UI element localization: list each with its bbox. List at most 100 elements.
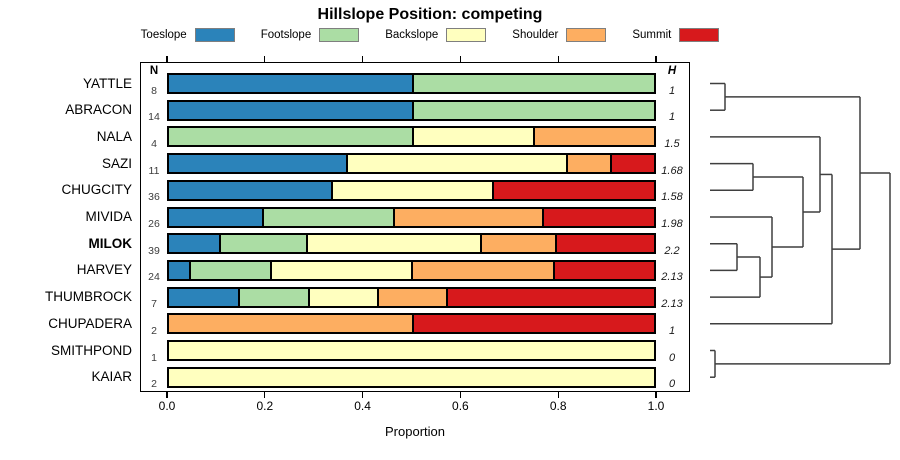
top-axis-tick	[459, 56, 461, 62]
row-n-value: 26	[148, 218, 160, 230]
stacked-bar-chugcity	[167, 179, 656, 201]
row-h-value: 1.58	[661, 191, 683, 204]
bar-segment-summit	[553, 261, 654, 279]
x-tick-label: 0.8	[549, 399, 567, 413]
bottom-axis-tick	[362, 392, 364, 398]
stacked-bar-nala	[167, 126, 656, 148]
bar-segment-footslope	[218, 235, 306, 253]
bar-segment-summit	[609, 155, 654, 173]
row-h-value: 0	[668, 351, 676, 364]
legend-swatch-shoulder	[566, 28, 607, 42]
bar-segment-backslope	[169, 342, 654, 359]
row-h-value: 1.98	[661, 218, 683, 230]
legend-swatch-summit	[679, 28, 720, 42]
legend-label: Shoulder	[512, 29, 559, 41]
bar-segment-summit	[445, 288, 654, 306]
bar-segment-toeslope	[169, 75, 412, 92]
bar-segment-toeslope	[169, 181, 331, 199]
bottom-axis-tick	[459, 392, 461, 398]
stacked-bar-yattle	[167, 73, 656, 94]
stacked-bar-mivida	[167, 206, 656, 228]
bar-segment-shoulder	[377, 288, 446, 306]
bar-segment-footslope	[238, 288, 308, 306]
legend-label: Footslope	[260, 29, 312, 41]
legend-item-toeslope: Toeslope	[141, 28, 235, 42]
row-h-value: 1.68	[661, 164, 683, 177]
bar-segment-shoulder	[565, 155, 610, 173]
bar-segment-footslope	[262, 208, 393, 226]
bar-segment-summit	[541, 208, 654, 226]
bar-segment-backslope	[169, 368, 654, 386]
legend-item-shoulder: Shoulder	[512, 28, 607, 42]
bar-segment-shoulder	[411, 261, 554, 279]
bar-segment-footslope	[189, 261, 270, 279]
chart-title: Hillslope Position: competing	[317, 6, 543, 23]
top-axis-tick	[557, 56, 559, 62]
row-label-thumbrock: THUMBROCK	[45, 289, 132, 305]
legend-swatch-toeslope	[194, 28, 235, 42]
legend-label: Backslope	[385, 29, 439, 41]
bar-segment-footslope	[411, 75, 654, 92]
bar-segment-toeslope	[169, 208, 263, 226]
row-label-milok: MILOK	[88, 235, 133, 251]
bottom-axis-tick	[264, 392, 266, 398]
bar-segment-summit	[492, 181, 654, 199]
top-axis-tick	[166, 56, 168, 62]
row-label-smithpond: SMITHPOND	[51, 342, 132, 358]
bar-segment-summit	[411, 315, 654, 333]
bar-segment-shoulder	[479, 235, 555, 253]
bar-segment-toeslope	[169, 101, 412, 119]
bar-segment-toeslope	[169, 155, 346, 173]
row-n-value: 11	[148, 164, 160, 177]
x-axis-title: Proportion	[385, 424, 445, 439]
row-label-mivida: MIVIDA	[85, 209, 132, 224]
row-h-value: 1	[668, 324, 676, 337]
row-n-value: 39	[148, 244, 160, 257]
legend: Toeslope Footslope Backslope Shoulder Summit	[0, 28, 860, 42]
legend-swatch-footslope	[319, 28, 360, 42]
legend-label: Summit	[632, 29, 672, 41]
row-n-value: 8	[151, 84, 157, 97]
top-axis-tick	[362, 56, 364, 62]
stacked-bar-milok	[167, 233, 656, 255]
bar-segment-shoulder	[169, 315, 412, 333]
bar-segment-backslope	[345, 155, 566, 173]
row-n-value: 2	[151, 324, 157, 337]
row-n-value: 7	[151, 298, 157, 311]
row-h-value: 2.13	[661, 271, 683, 284]
row-label-nala: NALA	[96, 128, 132, 144]
bar-segment-backslope	[305, 235, 480, 253]
stacked-bar-harvey	[167, 259, 656, 281]
bar-segment-backslope	[269, 261, 412, 279]
bar-segment-shoulder	[392, 208, 542, 226]
row-n-value: 14	[148, 111, 160, 124]
bar-segment-backslope	[411, 128, 533, 146]
n-column-header: N	[149, 65, 159, 77]
x-tick-label: 0.0	[158, 399, 176, 413]
row-label-yattle: YATTLE	[82, 75, 132, 91]
h-column-header: H	[667, 65, 677, 77]
stacked-bar-sazi	[167, 153, 656, 175]
x-tick-label: 0.6	[452, 399, 469, 413]
legend-item-summit: Summit	[632, 28, 720, 42]
legend-item-backslope: Backslope	[385, 28, 487, 42]
row-label-harvey: HARVEY	[76, 262, 132, 278]
bottom-axis-tick	[557, 392, 559, 398]
row-n-value: 2	[151, 378, 157, 391]
row-h-value: 0	[668, 378, 676, 391]
row-h-value: 1	[668, 111, 676, 124]
bar-segment-shoulder	[532, 128, 654, 146]
legend-swatch-backslope	[446, 28, 487, 42]
row-n-value: 4	[151, 137, 157, 150]
row-label-sazi: SAZI	[101, 155, 132, 171]
bar-segment-footslope	[411, 101, 654, 119]
x-tick-label: 0.2	[256, 399, 274, 413]
bottom-axis-tick	[655, 392, 657, 398]
bar-segment-backslope	[307, 288, 378, 306]
top-axis-tick	[655, 56, 657, 62]
stacked-bar-chupadera	[167, 313, 656, 335]
row-h-value: 2.13	[661, 298, 683, 311]
row-n-value: 1	[151, 351, 157, 364]
row-n-value: 24	[148, 271, 160, 284]
